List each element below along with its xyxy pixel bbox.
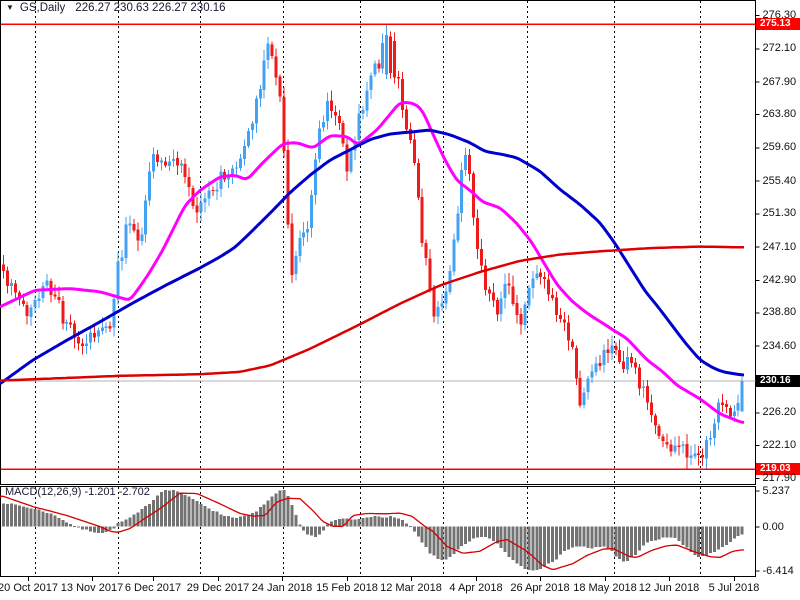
time-axis-label: 26 Apr 2018 bbox=[510, 582, 570, 594]
time-axis-label: 12 Mar 2018 bbox=[380, 582, 442, 594]
price-axis-label: 238.80 bbox=[762, 306, 797, 319]
price-axis-label: 217.90 bbox=[762, 472, 797, 485]
macd-histogram bbox=[2, 489, 744, 571]
price-axis-label: 242.90 bbox=[762, 273, 797, 286]
macd-signal-line bbox=[0, 492, 745, 571]
price-axis-label: 263.80 bbox=[762, 108, 797, 121]
time-axis-label: 12 Jun 2018 bbox=[638, 582, 700, 594]
main-chart-panel bbox=[0, 0, 756, 485]
time-axis-label: 29 Dec 2017 bbox=[186, 582, 250, 594]
time-axis-label: 5 Jul 2018 bbox=[708, 582, 760, 594]
symbol-period-label: GS,Daily bbox=[19, 2, 66, 14]
price-axis-label: 259.60 bbox=[762, 141, 797, 154]
time-axis-label: 6 Dec 2017 bbox=[124, 582, 182, 594]
ohlc-values: 226.27 230.63 226.27 230.16 bbox=[75, 2, 226, 14]
time-axis-label: 15 Feb 2018 bbox=[316, 582, 378, 594]
price-badge-support: 219.03 bbox=[756, 463, 800, 476]
time-axis-label: 13 Nov 2017 bbox=[60, 582, 124, 594]
time-axis-label: 20 Oct 2017 bbox=[0, 582, 58, 594]
time-axis-label: 4 Apr 2018 bbox=[449, 582, 503, 594]
chart-title: ▼ GS,Daily 226.27 230.63 226.27 230.16 bbox=[6, 2, 226, 14]
price-axis-label: 272.10 bbox=[762, 42, 797, 55]
macd-axis-label: -6.414 bbox=[762, 564, 794, 577]
price-badge-current: 230.16 bbox=[756, 374, 800, 387]
price-axis-label: 276.30 bbox=[762, 9, 797, 21]
price-axis-label: 226.20 bbox=[762, 406, 797, 419]
price-badge-resistance: 275.13 bbox=[756, 18, 800, 31]
price-axis-label: 251.30 bbox=[762, 207, 797, 220]
price-axis-label: 222.10 bbox=[762, 438, 797, 451]
macd-axis-label: 5.237 bbox=[762, 484, 791, 497]
time-axis-label: 24 Jan 2018 bbox=[251, 582, 313, 594]
price-axis-label: 267.90 bbox=[762, 75, 797, 88]
price-axis-label: 247.10 bbox=[762, 240, 797, 253]
price-axis-label: 255.40 bbox=[762, 174, 797, 187]
macd-indicator-label: MACD(12,26,9) -1.201 -2.702 bbox=[5, 486, 150, 498]
macd-panel bbox=[0, 486, 756, 577]
grid-lines bbox=[35, 1, 701, 576]
axis-ticks bbox=[28, 15, 760, 581]
ma-fast-magenta bbox=[0, 101, 745, 425]
macd-axis-label: 0.00 bbox=[762, 520, 784, 533]
price-axis-label: 234.60 bbox=[762, 339, 797, 352]
time-axis-label: 18 May 2018 bbox=[573, 582, 637, 594]
ma-slow-red bbox=[0, 245, 744, 382]
symbol-dropdown-icon[interactable]: ▼ bbox=[6, 3, 14, 12]
